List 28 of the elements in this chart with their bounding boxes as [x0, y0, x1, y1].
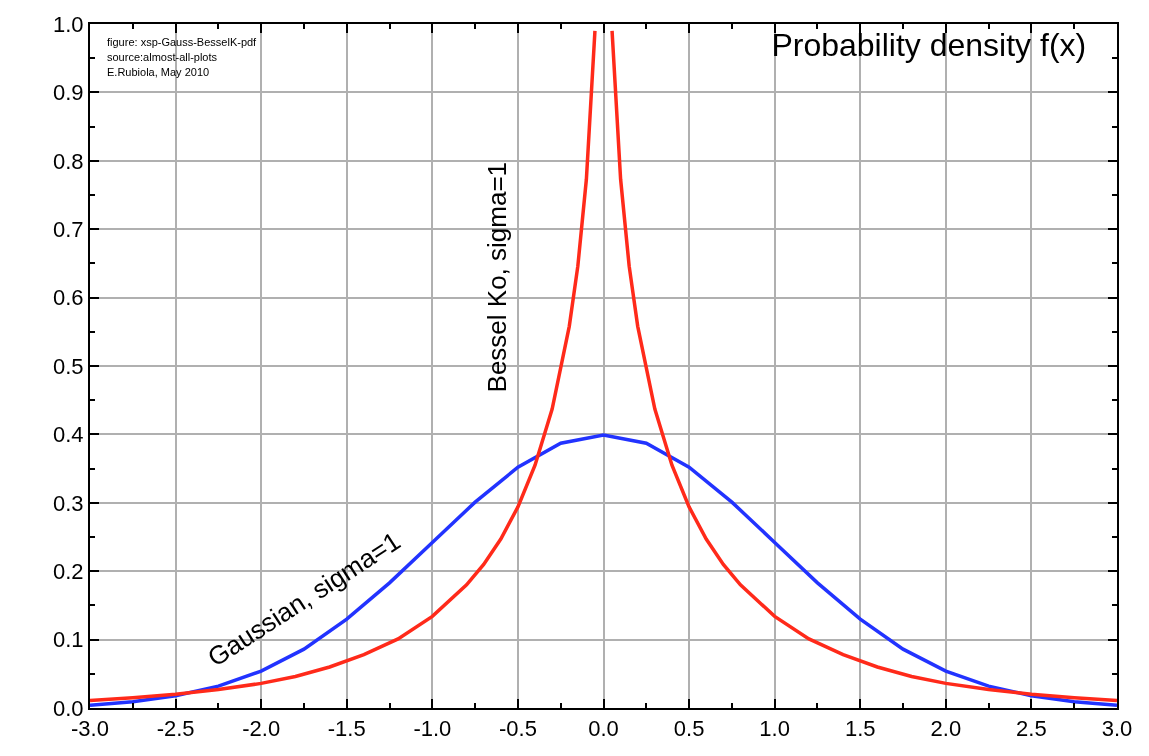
y-tick-label: 0.4	[53, 422, 84, 448]
y-tick-label: 0.6	[53, 285, 84, 311]
x-tick-label: -0.5	[498, 716, 537, 742]
x-tick-label: -1.5	[327, 716, 366, 742]
y-tick-label: 0.9	[53, 80, 84, 106]
x-tick-label: -2.0	[242, 716, 281, 742]
line-series	[90, 433, 1117, 708]
x-tick-label: -2.5	[156, 716, 195, 742]
x-tick-label: 2.5	[1016, 716, 1047, 742]
y-tick-label: 0.1	[53, 627, 84, 653]
annotation: source:almost-all-plots	[107, 51, 218, 63]
x-tick-label: -1.0	[413, 716, 452, 742]
y-tick-label: 0.8	[53, 148, 84, 174]
y-tick-label: 1.0	[53, 11, 84, 37]
chart-title: Probability density f(x)	[771, 27, 1087, 64]
annotation: E.Rubiola, May 2010	[107, 66, 210, 78]
y-tick-label: 0.2	[53, 558, 84, 584]
x-tick-label: 1.0	[759, 716, 790, 742]
y-tick-label: 0.3	[53, 490, 84, 516]
x-tick-label: 0.0	[588, 716, 619, 742]
x-tick-label: 1.5	[844, 716, 876, 742]
text: Bessel Ko, sigma=1	[482, 161, 513, 393]
x-tick-label: 3.0	[1101, 716, 1133, 742]
y-tick-label: 0.5	[53, 353, 84, 379]
x-tick-label: 2.0	[930, 716, 962, 742]
x-tick-label: 0.5	[673, 716, 705, 742]
annotation: figure: xsp-Gauss-BesselK-pdf	[107, 36, 258, 48]
y-tick-label: 0.7	[53, 216, 84, 242]
